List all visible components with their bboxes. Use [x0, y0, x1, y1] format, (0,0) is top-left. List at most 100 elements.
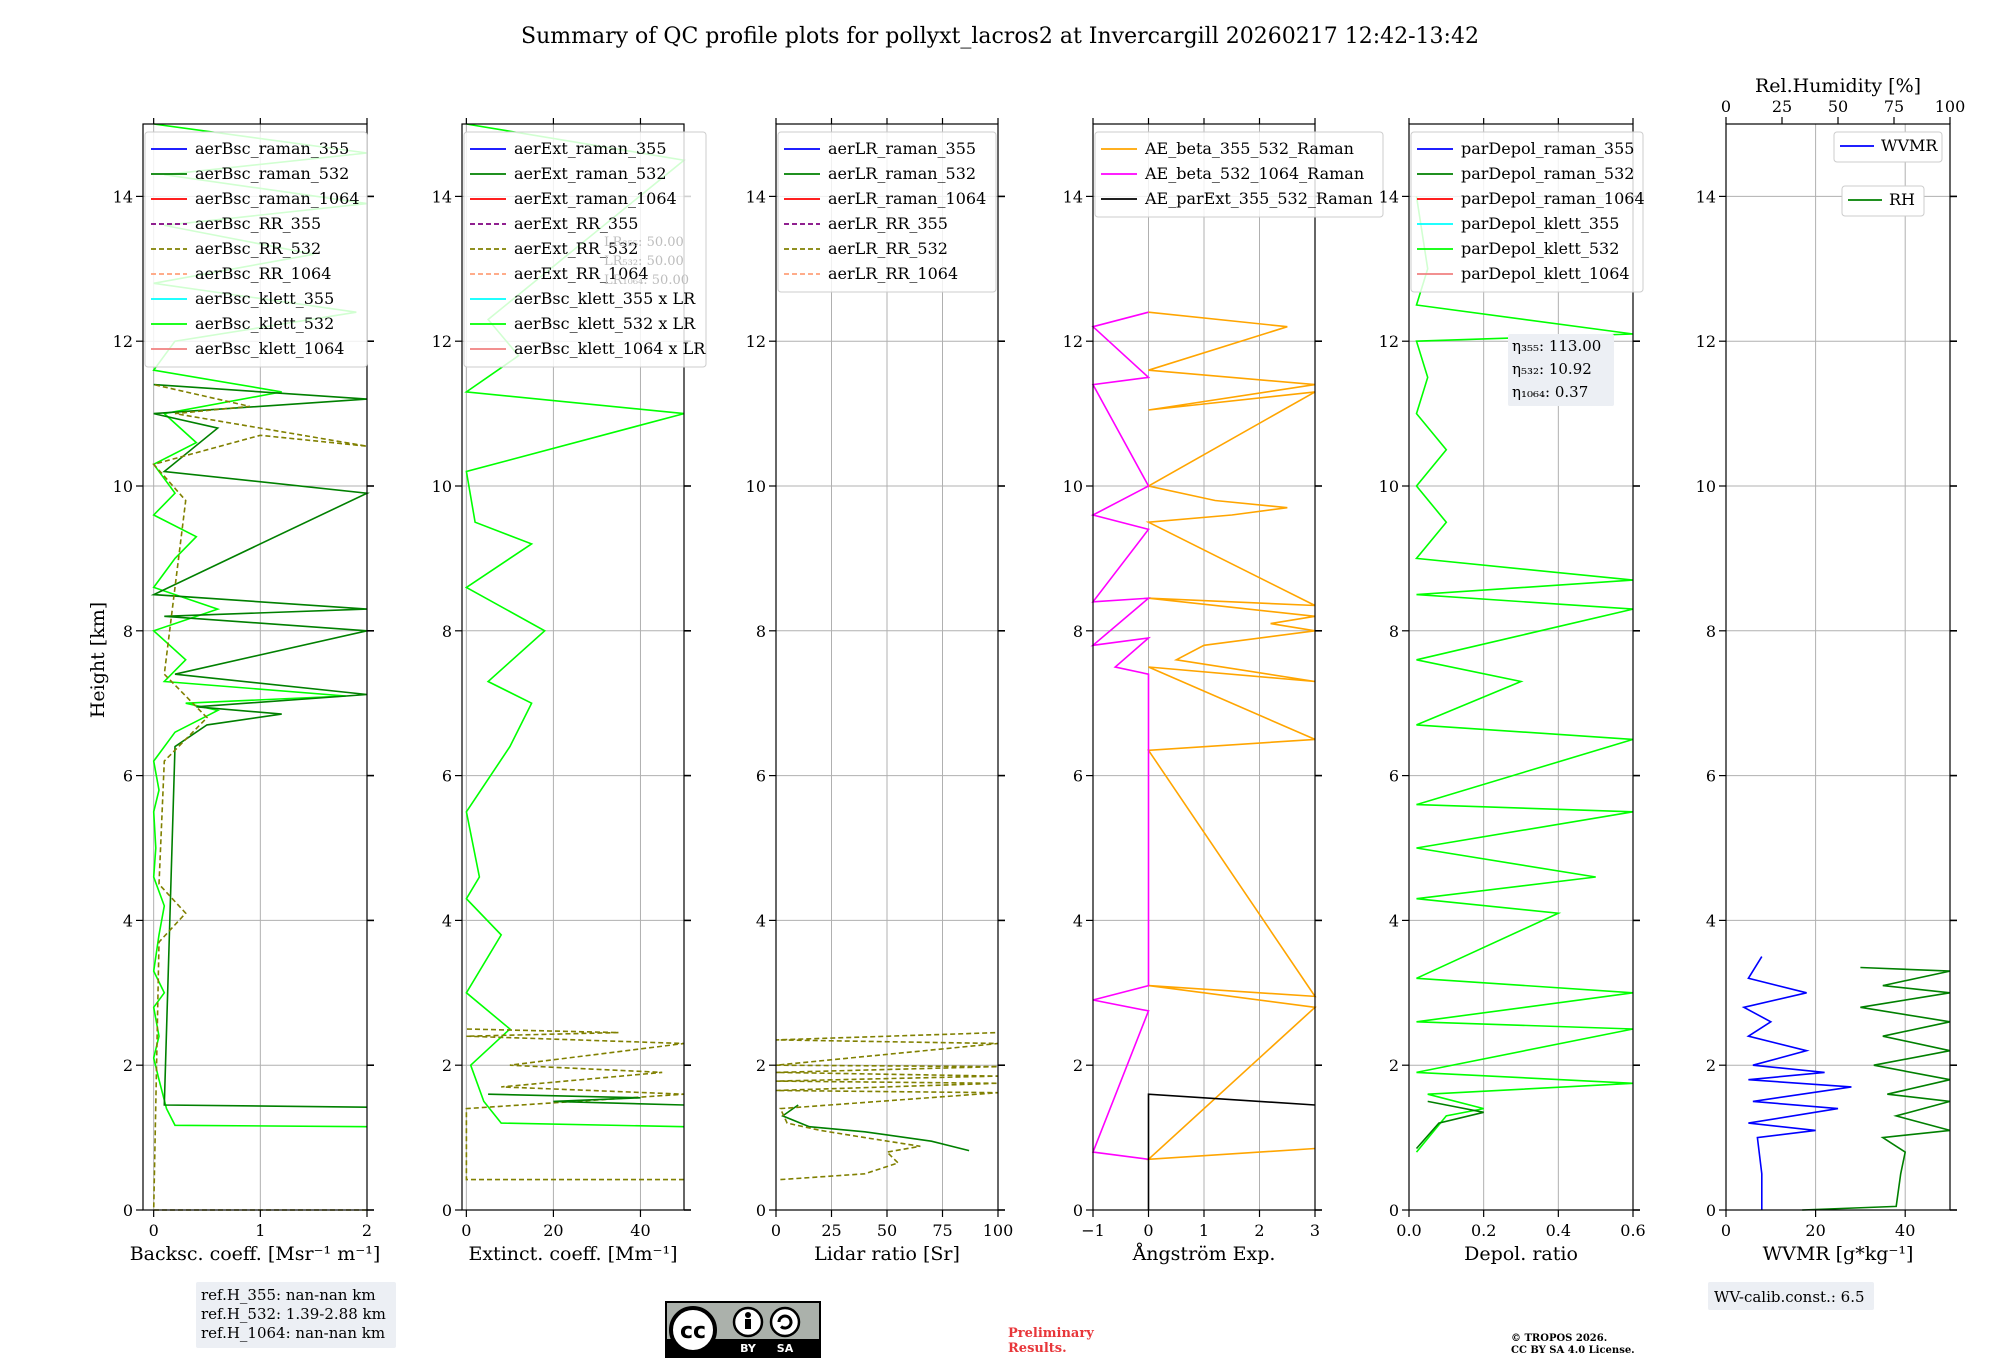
- y-tick-label: 12: [432, 332, 452, 351]
- legend-label: aerBsc_klett_355: [195, 289, 334, 308]
- cc-logo-icon: [669, 1306, 717, 1354]
- wv-calibration-text: WV-calib.const.: 6.5: [1714, 1288, 1865, 1306]
- y-tick-label: 4: [756, 911, 766, 930]
- y-tick-label: 0: [123, 1201, 133, 1220]
- y-tick-label: 6: [442, 767, 452, 786]
- y-tick-label: 8: [123, 622, 133, 641]
- y-tick-label: 2: [442, 1056, 452, 1075]
- legend-box: [1841, 185, 1925, 217]
- legend-label: aerBsc_raman_1064: [195, 189, 360, 208]
- legend-label: aerLR_RR_355: [828, 214, 948, 233]
- y-tick-label: 8: [756, 622, 766, 641]
- x-tick-label: 0: [771, 1221, 781, 1240]
- legend: aerLR_raman_355 aerLR_raman_532 aerLR_rama…: [777, 131, 997, 293]
- legend-label: aerBsc_klett_532 x LR: [514, 314, 696, 333]
- share-alike-icon: [769, 1306, 801, 1338]
- copyright-line-1: © TROPOS 2026.: [1511, 1333, 1607, 1344]
- y-tick-label: 0: [1073, 1201, 1083, 1220]
- legend: aerBsc_raman_355 aerBsc_raman_532 aerBsc_r…: [144, 131, 368, 368]
- y-tick-label: 0: [1389, 1201, 1399, 1220]
- legend-label: RH: [1889, 190, 1915, 209]
- legend-box: [777, 131, 997, 293]
- y-tick-label: 6: [123, 767, 133, 786]
- series-aerLR_RR_532: [775, 1031, 999, 1181]
- series-aerLR_raman_532: [781, 1104, 970, 1152]
- legend-label: aerExt_raman_1064: [514, 189, 677, 208]
- x-tick-label: 20: [1805, 1221, 1825, 1240]
- legend: aerExt_raman_355 aerExt_raman_532 aerExt_r…: [463, 131, 707, 368]
- legend-label: aerExt_RR_355: [514, 214, 638, 233]
- legend-box: [1094, 131, 1384, 218]
- y-tick-label: 12: [113, 332, 133, 351]
- legend-label: aerLR_raman_532: [828, 164, 976, 183]
- top-x-tick-label: 50: [1828, 97, 1848, 116]
- y-tick-label: 2: [756, 1056, 766, 1075]
- legend-label: aerBsc_raman_532: [195, 164, 349, 183]
- x-tick-label: 25: [821, 1221, 841, 1240]
- x-tick-label: 0.0: [1396, 1221, 1421, 1240]
- panel-wv: 0 2 4 6 8 10 12 14 0 20 40 WVMR [g*kg⁻¹] 0 25 50 75 100 R…: [1696, 75, 1966, 1265]
- legend-label: aerExt_raman_355: [514, 139, 667, 158]
- legend-label: parDepol_klett_1064: [1461, 264, 1630, 283]
- legend-label: aerLR_RR_532: [828, 239, 948, 258]
- ref-height-355: ref.H_355: nan-nan km: [201, 1286, 376, 1304]
- y-tick-label: 0: [756, 1201, 766, 1220]
- panel-ext: 0 2 4 6 8 10 12 14 0 20 40 Extinct. coeff. [Mm⁻¹] ae…: [432, 118, 707, 1265]
- x-axis-label: Depol. ratio: [1464, 1243, 1578, 1265]
- series-WVMR: [1741, 956, 1852, 1210]
- axes-frame: [1725, 123, 1951, 1211]
- legend-label: AE_beta_355_532_Raman: [1144, 139, 1354, 158]
- top-x-tick-label: 75: [1884, 97, 1904, 116]
- x-axis-label: Ångström Exp.: [1132, 1243, 1276, 1265]
- y-tick-label: 10: [1063, 477, 1083, 496]
- y-tick-label: 4: [1073, 911, 1083, 930]
- top-x-tick-label: 100: [1935, 97, 1966, 116]
- y-tick-label: 6: [1706, 767, 1716, 786]
- legend-label: parDepol_klett_355: [1461, 214, 1619, 233]
- series-AE_parExt_355_532_Raman: [1147, 1093, 1316, 1210]
- axes-frame: [142, 123, 368, 1211]
- lidar-ratio-label: LR₅₃₂: 50.00: [604, 254, 684, 269]
- ref-height-annotation: ref.H_355: nan-nan km ref.H_532: 1.39-2.…: [196, 1282, 396, 1348]
- x-tick-label: 0: [149, 1221, 159, 1240]
- eta-annotation-box: [1508, 334, 1614, 406]
- legend-box: [1410, 131, 1644, 293]
- legend-label: aerBsc_RR_1064: [195, 264, 331, 283]
- legend-label: parDepol_klett_532: [1461, 239, 1619, 258]
- x-tick-label: 75: [932, 1221, 952, 1240]
- series-parDepol_raman_532: [1415, 1100, 1484, 1150]
- y-tick-label: 10: [113, 477, 133, 496]
- legend-box: [1833, 131, 1943, 163]
- y-tick-label: 14: [746, 187, 766, 206]
- x-tick-label: 0: [1721, 1221, 1731, 1240]
- x-tick-label: 0: [461, 1221, 471, 1240]
- preliminary-line-2: Results.: [1008, 1341, 1067, 1356]
- series-parDepol_klett_532: [1414, 196, 1634, 1153]
- y-tick-label: 2: [1706, 1056, 1716, 1075]
- legend-label: aerExt_RR_1064: [514, 264, 649, 283]
- y-tick-label: 10: [1696, 477, 1716, 496]
- legend-label: WVMR: [1881, 136, 1938, 155]
- legend-label: parDepol_raman_1064: [1461, 189, 1645, 208]
- y-tick-label: 10: [432, 477, 452, 496]
- y-axis-label: Height [km]: [87, 602, 109, 718]
- legend-label: aerExt_RR_532: [514, 239, 638, 258]
- y-tick-label: 8: [1073, 622, 1083, 641]
- series-AE_beta_532_1064_Raman: [1090, 311, 1152, 1161]
- legend-label: aerLR_raman_1064: [828, 189, 986, 208]
- y-tick-label: 4: [442, 911, 452, 930]
- legend-label: aerLR_raman_355: [828, 139, 976, 158]
- x-tick-label: 0.4: [1546, 1221, 1571, 1240]
- y-tick-label: 8: [442, 622, 452, 641]
- x-axis-label: WVMR [g*kg⁻¹]: [1763, 1243, 1914, 1265]
- top-axis-label: Rel.Humidity [%]: [1755, 75, 1921, 97]
- lidar-ratio-label: LR₃₅₅: 50.00: [604, 235, 684, 250]
- y-tick-label: 12: [1063, 332, 1083, 351]
- legend-label: aerBsc_klett_1064: [195, 339, 344, 358]
- legend-label: parDepol_raman_532: [1461, 164, 1634, 183]
- x-tick-label: 100: [983, 1221, 1014, 1240]
